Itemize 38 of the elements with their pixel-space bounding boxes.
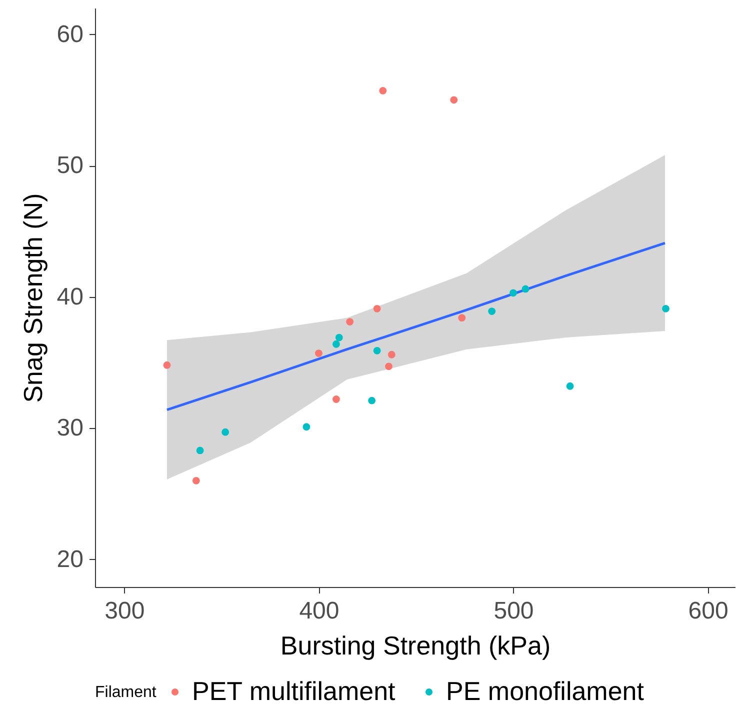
point	[302, 423, 310, 431]
point	[379, 87, 387, 94]
x-axis-title: Bursting Strength (kPa)	[280, 630, 551, 660]
line-series	[166, 242, 666, 412]
point	[373, 304, 381, 312]
legend-label: PET multifilament	[192, 676, 396, 706]
x-tick-label: 600	[688, 598, 728, 624]
point	[368, 396, 376, 404]
point	[566, 382, 574, 390]
point	[222, 428, 230, 436]
point	[346, 318, 354, 326]
point	[510, 289, 517, 297]
point	[488, 308, 496, 315]
point	[332, 340, 340, 348]
x-tick-label: 400	[299, 598, 340, 624]
point	[458, 314, 466, 322]
y-tick-label: 50	[56, 152, 84, 180]
y-tick-label: 60	[56, 20, 84, 48]
y-tick-label: 30	[56, 414, 84, 442]
point	[196, 446, 204, 454]
point	[450, 96, 458, 104]
point	[335, 334, 343, 342]
y-axis-title: Snag Strength (N)	[18, 193, 48, 403]
x-tick-label: 300	[104, 598, 145, 624]
point	[332, 396, 340, 403]
point	[662, 304, 670, 312]
point	[315, 350, 322, 357]
point	[385, 362, 392, 370]
point	[192, 476, 200, 484]
y-tick-label: 20	[56, 546, 84, 573]
x-tick-label: 500	[494, 598, 534, 624]
point	[373, 346, 381, 354]
point	[163, 361, 171, 369]
legend-title: Filament	[95, 684, 157, 701]
y-tick-label: 40	[56, 283, 84, 310]
point	[522, 285, 530, 293]
legend-label: PE monofilament	[446, 676, 645, 706]
point	[388, 350, 396, 358]
